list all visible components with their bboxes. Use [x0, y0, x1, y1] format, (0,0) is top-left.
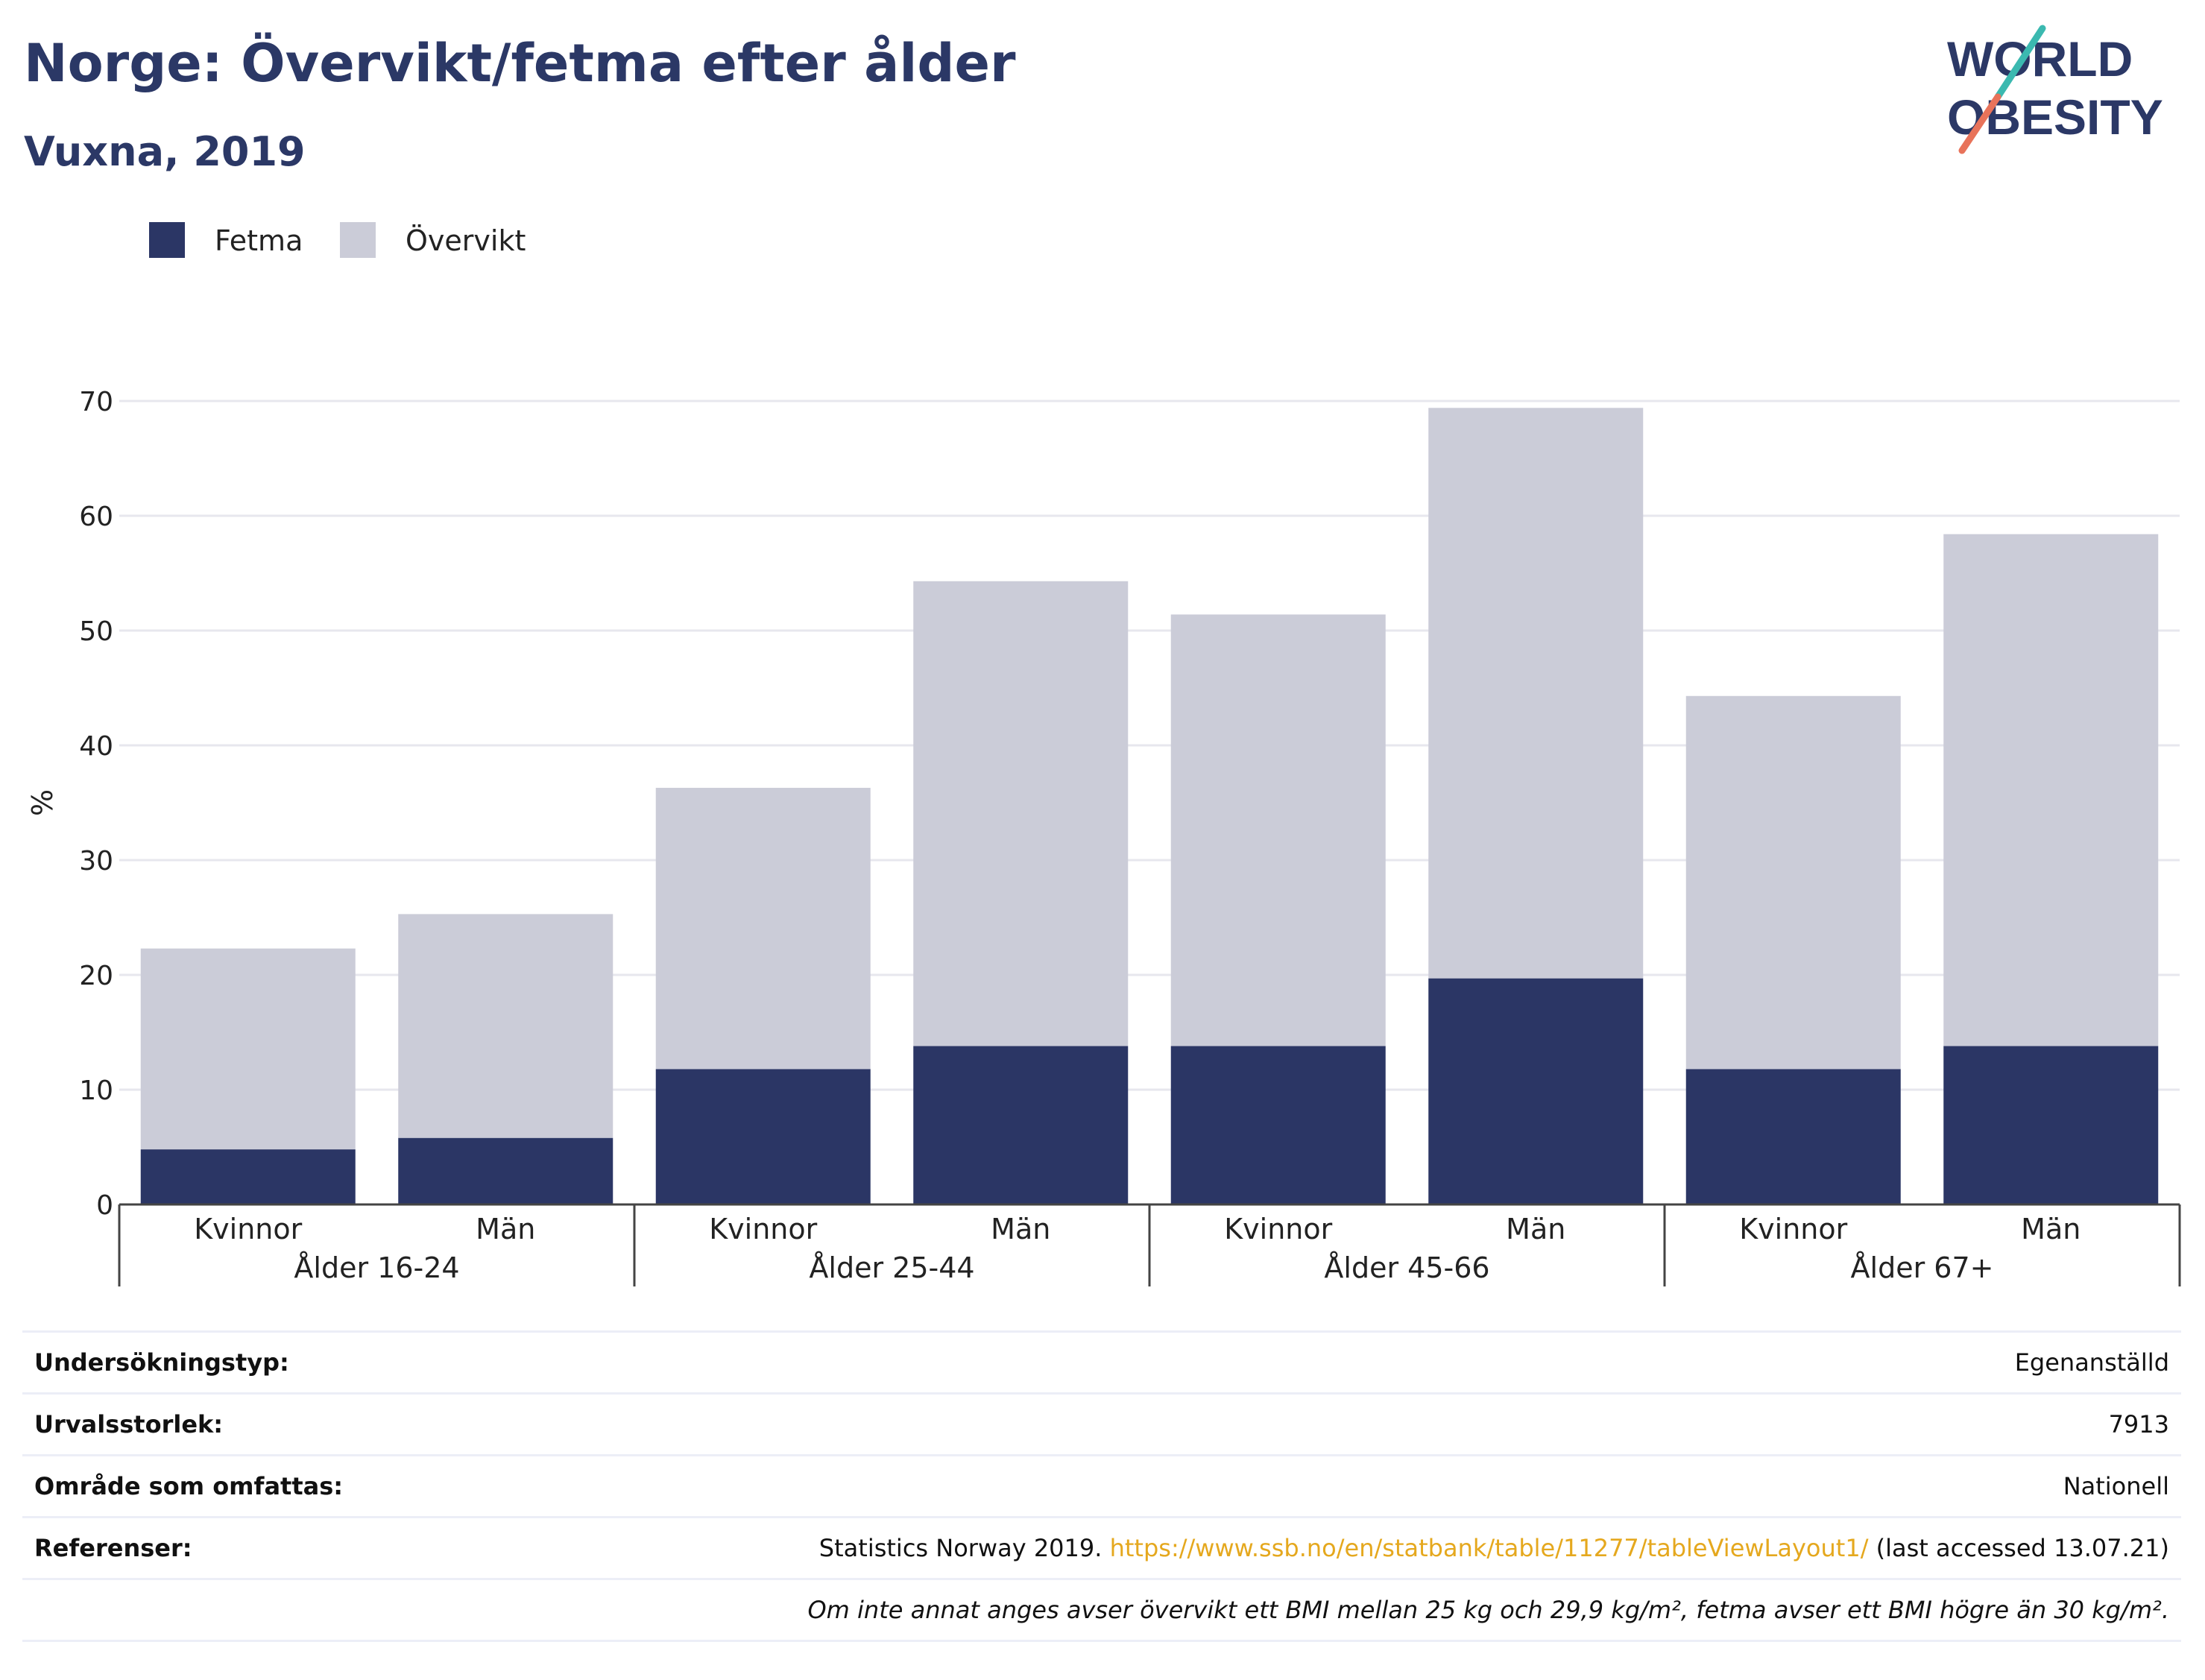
references-value: Statistics Norway 2019. https://www.ssb.… — [819, 1534, 2169, 1562]
info-row: Område som omfattas: Nationell — [22, 1456, 2181, 1518]
bar-fetma — [1943, 1046, 2159, 1204]
bars — [140, 408, 2159, 1204]
bar-overvikt — [1170, 614, 1386, 1046]
bar-overvikt — [1428, 408, 1644, 979]
y-axis-label: % — [26, 789, 59, 816]
group-label: Ålder 45-66 — [1324, 1251, 1489, 1284]
bar-fetma — [913, 1046, 1129, 1204]
bar-fetma — [1428, 978, 1644, 1204]
bar-fetma — [1170, 1046, 1386, 1204]
bar-overvikt — [398, 914, 613, 1138]
bar-overvikt — [1943, 534, 2159, 1046]
survey-type-label: Undersökningstyp: — [34, 1348, 289, 1377]
x-tick-label: Kvinnor — [1224, 1213, 1332, 1245]
y-tick-label: 0 — [96, 1190, 113, 1221]
y-tick-label: 40 — [79, 731, 113, 762]
bar-fetma — [398, 1137, 613, 1204]
bar-overvikt — [655, 787, 871, 1070]
y-tick-label: 20 — [79, 961, 113, 991]
group-label: Ålder 67+ — [1851, 1251, 1994, 1284]
reference-source: Statistics Norway 2019. — [818, 1534, 1110, 1562]
x-tick-label: Män — [2021, 1213, 2081, 1245]
coverage-label: Område som omfattas: — [34, 1472, 344, 1500]
x-tick-label: Kvinnor — [709, 1213, 817, 1245]
logo-slash-teal — [1994, 25, 2046, 101]
page-subtitle: Vuxna, 2019 — [24, 128, 306, 175]
y-tick-label: 60 — [79, 502, 113, 532]
x-tick-label: Män — [991, 1213, 1050, 1245]
info-table: Undersökningstyp: Egenanställd Urvalssto… — [22, 1330, 2181, 1642]
survey-type-value: Egenanställd — [2014, 1348, 2169, 1377]
y-tick-label: 30 — [79, 846, 113, 877]
stacked-bar-chart: 0 10 20 30 40 50 60 70% Kvinnor Män Kvinnor Män Kvin… — [26, 222, 2181, 1286]
legend-swatch — [340, 222, 376, 258]
bar-fetma — [655, 1069, 871, 1204]
x-tick-label: Män — [1506, 1213, 1565, 1245]
axes: 0 10 20 30 40 50 60 70% Kvinnor Män Kvinnor Män Kvin… — [26, 387, 2181, 1286]
bar-overvikt — [140, 948, 356, 1150]
info-row: Urvalsstorlek: 7913 — [22, 1395, 2181, 1456]
logo-slash-coral — [1958, 93, 2001, 154]
logo-text-line1: WORLD — [1947, 31, 2133, 86]
coverage-value: Nationell — [2063, 1472, 2169, 1500]
sample-size-label: Urvalsstorlek: — [34, 1410, 224, 1439]
legend: Fetma Övervikt — [149, 222, 526, 258]
sample-size-value: 7913 — [2108, 1410, 2169, 1439]
legend-label: Fetma — [215, 224, 303, 257]
reference-accessed: (last accessed 13.07.21) — [1868, 1534, 2169, 1562]
x-tick-label: Män — [476, 1213, 535, 1245]
y-tick-label: 10 — [79, 1076, 113, 1106]
bar-fetma — [140, 1149, 356, 1204]
world-obesity-logo: WORLD OBESITY — [1947, 25, 2163, 154]
page-title: Norge: Övervikt/fetma efter ålder — [24, 33, 1016, 94]
reference-link[interactable]: https://www.ssb.no/en/statbank/table/112… — [1109, 1534, 1869, 1562]
legend-swatch — [149, 222, 185, 258]
y-tick-label: 50 — [79, 616, 113, 647]
legend-label: Övervikt — [406, 224, 526, 257]
bar-fetma — [1685, 1069, 1901, 1204]
x-tick-label: Kvinnor — [1739, 1213, 1847, 1245]
x-tick-label: Kvinnor — [194, 1213, 302, 1245]
info-row: Referenser: Statistics Norway 2019. http… — [22, 1518, 2181, 1580]
info-row: Om inte annat anges avser övervikt ett B… — [22, 1580, 2181, 1642]
info-row: Undersökningstyp: Egenanställd — [22, 1333, 2181, 1395]
references-label: Referenser: — [34, 1534, 192, 1562]
group-label: Ålder 25-44 — [809, 1251, 974, 1284]
group-label: Ålder 16-24 — [294, 1251, 459, 1284]
bar-overvikt — [1685, 695, 1901, 1070]
bar-overvikt — [913, 581, 1129, 1046]
y-tick-label: 70 — [79, 387, 113, 417]
bmi-note: Om inte annat anges avser övervikt ett B… — [807, 1596, 2169, 1624]
